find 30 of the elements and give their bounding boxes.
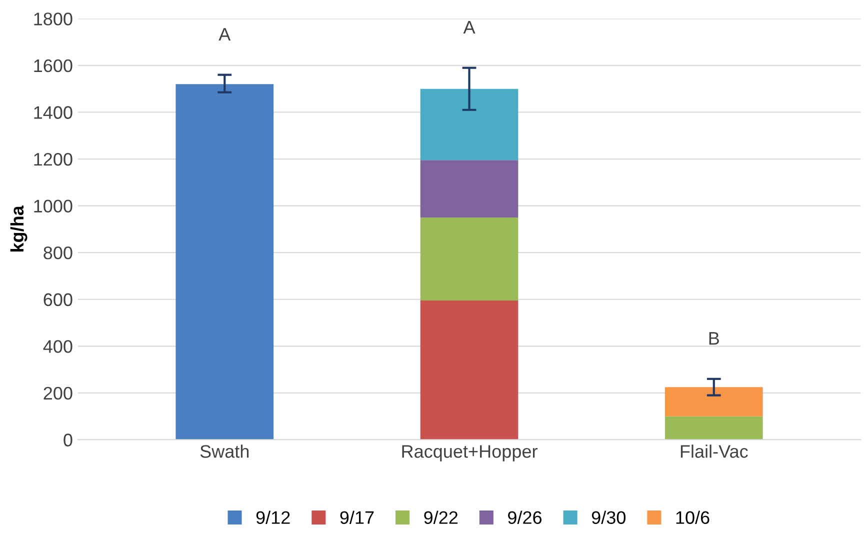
y-tick-label: 1600 [34, 59, 72, 72]
y-tick-label: 200 [44, 386, 72, 400]
bar [420, 300, 518, 440]
y-tick-label: 1800 [34, 12, 72, 26]
legend-label: 9/30 [592, 510, 626, 524]
x-tick-label: Swath [200, 444, 249, 458]
y-axis-title: kg/ha [10, 205, 28, 252]
legend-label: 9/22 [424, 510, 458, 524]
y-tick-label: 0 [64, 434, 72, 446]
bar [420, 217, 518, 301]
y-tick-label: 1400 [34, 106, 72, 119]
y-tick-label: 400 [43, 340, 72, 353]
annotation: B [709, 332, 719, 345]
y-tick-label: 1000 [34, 200, 72, 213]
bar [176, 84, 274, 440]
y-tick-label: 600 [44, 293, 72, 306]
legend-label: 9/17 [340, 510, 374, 524]
legend-label: 9/12 [256, 510, 290, 524]
y-tick-label: 800 [44, 246, 72, 260]
annotation: A [463, 21, 476, 34]
x-tick-label: Flail-Vac [680, 444, 748, 458]
legend-label: 9/26 [508, 510, 542, 524]
legend-label: 10/6 [676, 510, 710, 524]
annotation: A [218, 28, 231, 40]
x-tick-label: Racquet+Hopper [402, 445, 538, 462]
y-tick-label: 1200 [34, 152, 72, 166]
bar [664, 387, 763, 416]
bar [420, 160, 518, 218]
bar [664, 416, 763, 440]
bar [420, 88, 518, 160]
